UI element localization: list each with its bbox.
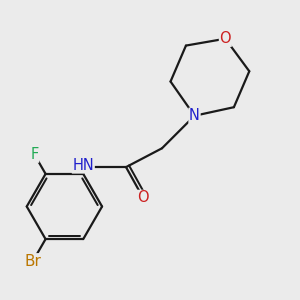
Text: F: F	[30, 147, 39, 162]
Text: N: N	[189, 108, 200, 123]
Text: Br: Br	[24, 254, 41, 269]
Text: O: O	[137, 190, 149, 206]
Text: HN: HN	[72, 158, 94, 173]
Text: O: O	[220, 31, 231, 46]
